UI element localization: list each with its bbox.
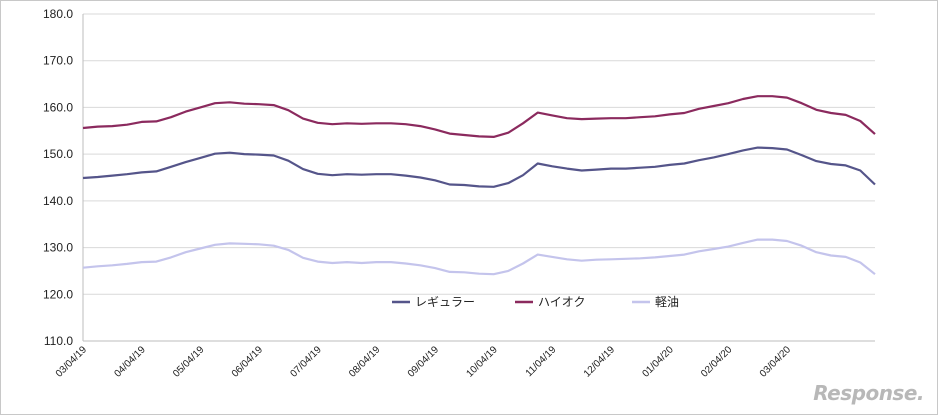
x-tick-label: 05/04/19 — [171, 344, 207, 380]
legend-label: レギュラー — [415, 295, 475, 309]
x-tick-label: 07/04/19 — [288, 344, 324, 380]
y-tick-label: 110.0 — [44, 334, 73, 348]
x-tick-label: 04/04/19 — [112, 344, 148, 380]
series-line — [82, 238, 876, 276]
series-line — [82, 95, 876, 138]
x-tick-label: 01/04/20 — [640, 344, 676, 380]
series-line — [82, 146, 876, 188]
response-watermark: Response. — [813, 381, 924, 405]
x-tick-label: 08/04/19 — [347, 344, 383, 380]
x-tick-label: 11/04/19 — [524, 344, 559, 379]
legend-label: 軽油 — [655, 295, 679, 309]
y-tick-label: 140.0 — [43, 194, 73, 208]
x-tick-label: 12/04/19 — [582, 344, 618, 380]
x-tick-label: 03/04/20 — [758, 344, 794, 380]
x-tick-label: 09/04/19 — [406, 344, 442, 380]
x-tick-label: 10/04/19 — [464, 344, 500, 380]
y-tick-label: 130.0 — [43, 241, 73, 255]
legend-label: ハイオク — [538, 295, 586, 309]
y-tick-label: 180.0 — [43, 7, 73, 21]
y-tick-label: 160.0 — [43, 100, 73, 114]
x-tick-label: 02/04/20 — [699, 344, 735, 380]
x-tick-label: 06/04/19 — [230, 344, 266, 380]
y-tick-label: 120.0 — [43, 287, 73, 301]
y-tick-label: 170.0 — [43, 54, 73, 68]
y-tick-label: 150.0 — [43, 147, 73, 161]
x-tick-label: 03/04/19 — [54, 344, 90, 380]
